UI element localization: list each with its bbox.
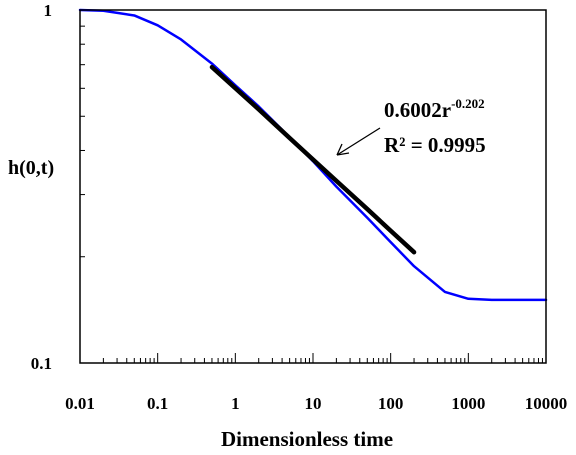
x-tick-label: 1000	[451, 394, 485, 413]
svg-text:0.6002r-0.202: 0.6002r-0.202	[384, 96, 485, 122]
x-tick-label: 0.1	[147, 394, 168, 413]
x-tick-label: 1	[231, 394, 240, 413]
y-axis-label: h(0,t)	[8, 157, 54, 179]
power-law-fit-line	[209, 64, 417, 255]
plot-area-frame	[79, 9, 547, 364]
trendline-annotation: 0.6002r-0.202 R² = 0.9995	[336, 96, 486, 157]
x-tick-label: 100	[378, 394, 404, 413]
x-tick-labels: 0.01 0.1 1 10 100 1000 10000	[65, 394, 567, 413]
series-layer	[78, 8, 548, 302]
x-tick-label: 10000	[525, 394, 568, 413]
x-tick-label: 0.01	[65, 394, 95, 413]
r-squared-label: R² = 0.9995	[384, 133, 486, 157]
x-tick-label: 10	[305, 394, 322, 413]
trendline-equation: 0.6002r	[384, 98, 451, 122]
y-tick-label: 1	[44, 1, 53, 20]
annotation-arrow	[336, 127, 381, 156]
y-tick-labels: 10.1	[31, 1, 52, 373]
y-tick-label: 0.1	[31, 354, 52, 373]
x-axis-label: Dimensionless time	[221, 427, 393, 451]
ticks-layer	[79, 25, 543, 364]
trendline-exponent: -0.202	[451, 96, 485, 111]
